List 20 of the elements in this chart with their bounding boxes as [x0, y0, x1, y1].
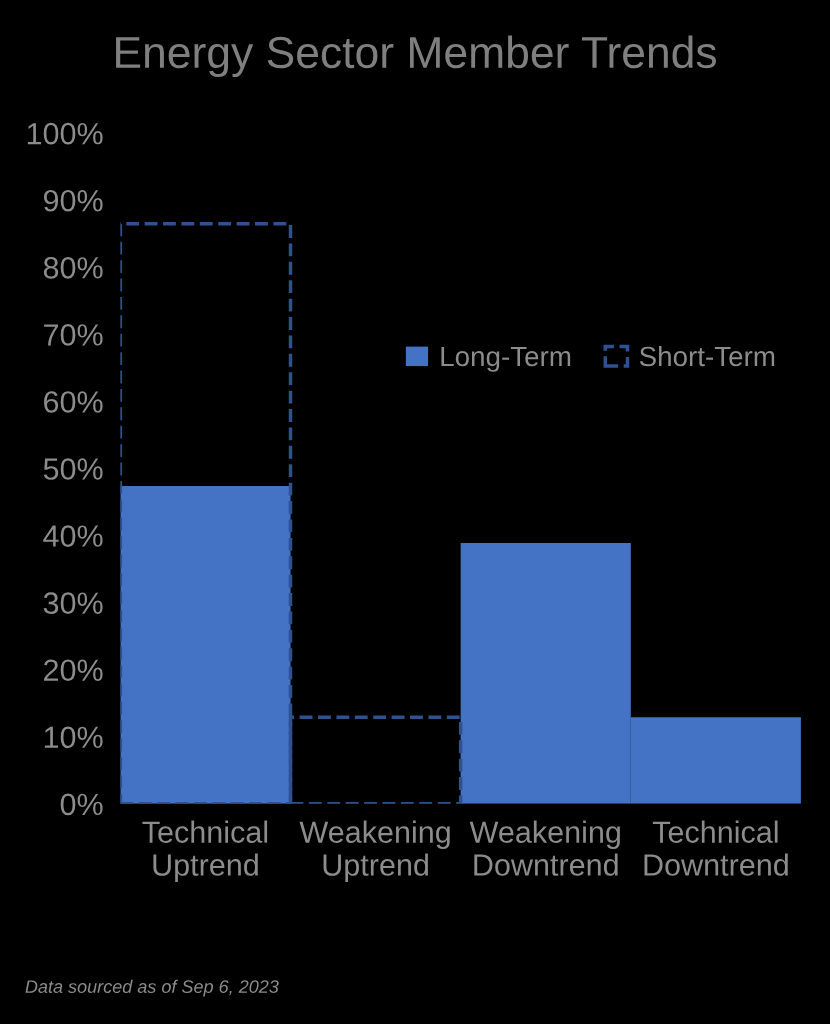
y-tick-label: 50%	[43, 458, 103, 480]
y-tick-label: 100%	[27, 122, 103, 145]
y-tick-label: 70%	[44, 324, 103, 346]
x-tick-label: Technical Uptrend	[142, 820, 268, 882]
y-tick-label: 20%	[44, 659, 103, 682]
y-tick-label: 30%	[43, 592, 103, 614]
y-tick-label: 0%	[60, 793, 103, 816]
y-tick-label: 90%	[43, 189, 103, 212]
y-tick-label: 10%	[44, 726, 103, 749]
x-tick-label: Weakening Downtrend	[469, 820, 620, 876]
text: Data sourced as of Sep 6, 2023	[25, 979, 279, 997]
y-tick-label: 40%	[43, 525, 103, 547]
legend-label: Long-Term	[441, 346, 571, 372]
legend-label: Short-Term	[639, 345, 775, 367]
chart-title: Energy Sector Member Trends	[116, 35, 717, 78]
x-tick-label: Weakening Uptrend	[299, 820, 450, 882]
bar	[120, 485, 291, 804]
y-tick-label: 80%	[43, 257, 103, 279]
x-tick-label: Technical Downtrend	[644, 820, 788, 876]
y-tick-label: 60%	[44, 391, 103, 413]
